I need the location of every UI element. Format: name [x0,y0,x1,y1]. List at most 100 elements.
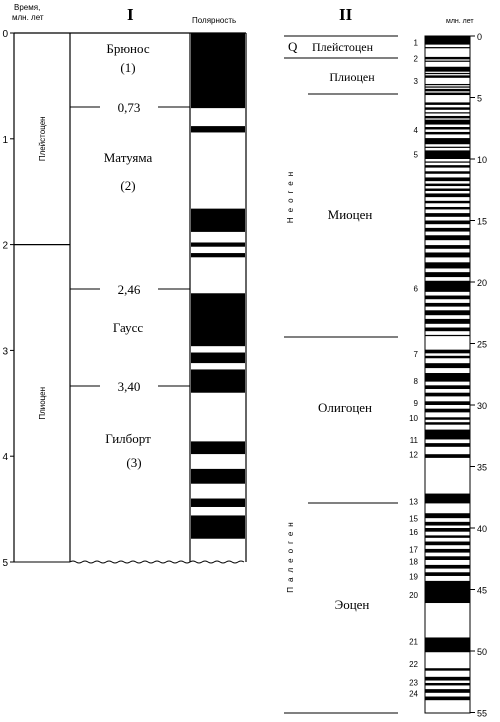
right-polarity-band [425,131,470,135]
right-polarity-band [425,60,470,62]
chron-number-2: (2) [120,178,135,193]
anomaly-label: 3 [414,77,419,86]
right-axis-tick-label: 45 [477,586,487,596]
right-polarity-band [425,127,470,130]
left-polarity-column [191,33,245,539]
right-polarity-band [425,83,470,86]
panel-numeral-ii: II [339,5,353,24]
anomaly-label: 24 [409,689,418,698]
boundary-3-40: 3,40 [70,379,190,394]
epoch-label-q: Q [288,39,298,54]
right-polarity-band [425,408,470,413]
right-polarity-band [425,668,470,671]
epoch-label-eocene: Эоцен [335,597,370,612]
right-polarity-band [425,355,470,359]
anomaly-label: 6 [414,285,419,294]
left-polarity-band [191,468,245,484]
right-polarity-band [425,318,470,324]
anomaly-label: 15 [409,515,418,524]
right-polarity-band [425,363,470,369]
right-polarity-band [425,146,470,148]
right-axis-ticks: 0 5 10 15 20 25 30 35 40 45 50 55 [470,32,487,719]
left-polarity-band [191,369,245,393]
right-polarity-band [425,150,470,159]
right-polarity-band [425,373,470,382]
left-axis-ticks: 0 1 2 3 4 5 [2,29,14,569]
right-polarity-band [425,676,470,681]
right-polarity-band [425,102,470,105]
period-label-neogene: Неоген [286,167,295,223]
anomaly-label: 11 [410,436,419,445]
right-polarity-band [425,213,470,217]
unit-header: млн. лет [446,18,474,25]
right-polarity-band [425,541,470,546]
right-polarity-band [425,417,470,420]
right-polarity-band [425,188,470,191]
right-polarity-band [425,422,470,425]
right-polarity-band [425,682,470,686]
anomaly-label: 22 [409,660,418,669]
epoch-label-pliocene-ii: Плиоцен [329,70,375,84]
right-polarity-band [425,521,470,526]
right-polarity-band [425,272,470,278]
right-polarity-band [425,86,470,88]
right-axis-tick-label: 5 [477,94,482,104]
right-polarity-band [425,528,470,532]
right-polarity-band [425,637,470,653]
right-axis-tick-label: 10 [477,155,487,165]
right-polarity-band [425,72,470,75]
right-axis-tick-label: 35 [477,463,487,473]
left-polarity-band [191,126,245,133]
right-polarity-band [425,200,470,204]
anomaly-label: 19 [409,572,418,581]
right-polarity-band [425,165,470,168]
chron-name-brunhes: Брюнос [106,41,149,56]
left-polarity-band [191,498,245,507]
right-polarity-band [425,689,470,693]
right-axis-tick-label: 25 [477,340,487,350]
right-polarity-band [425,47,470,49]
right-polarity-band [425,115,470,119]
time-header-line2: млн. лет [12,13,44,22]
right-axis-tick-label: 55 [477,709,487,719]
right-polarity-band [425,56,470,60]
right-polarity-band [425,334,470,337]
right-axis-tick-label: 0 [477,32,482,42]
right-polarity-band [425,92,470,96]
right-polarity-band [425,107,470,110]
bottom-wavy-border [69,560,245,564]
right-polarity-column [424,35,471,714]
right-polarity-band [425,171,470,174]
right-axis-tick-label: 30 [477,401,487,411]
period-label-paleogene: Палеоген [286,517,295,592]
anomaly-label: 20 [409,591,418,600]
right-polarity-band [425,138,470,145]
right-polarity-band [425,302,470,307]
epoch-label-oligocene: Олигоцен [318,400,372,415]
left-axis-tick-label: 5 [2,558,8,569]
right-polarity-band [425,493,470,504]
boundary-label-0-73: 0,73 [118,100,141,115]
left-axis-tick-label: 4 [2,452,8,463]
epoch-label-pleistocene: Плейстоцен [38,116,47,161]
right-polarity-band [425,548,470,553]
anomaly-label: 16 [409,528,418,537]
right-polarity-band [425,161,470,163]
right-polarity-band [425,327,470,332]
anomaly-label: 9 [414,399,419,408]
right-polarity-band [425,280,470,292]
right-polarity-band [425,572,470,576]
time-header-line1: Время, [14,3,40,12]
anomaly-label: 23 [409,678,418,687]
right-polarity-band [425,310,470,316]
right-polarity-band [425,385,470,390]
boundary-2-46: 2,46 [70,282,190,297]
chron-name-matuyama: Матуяма [104,150,153,165]
right-polarity-band [425,193,470,198]
right-polarity-band [425,36,470,45]
anomaly-label: 2 [414,55,419,64]
left-panel: Время, млн. лет I Полярность 0 1 2 3 4 5 Плей… [2,3,247,569]
anomaly-label: 12 [409,451,418,460]
